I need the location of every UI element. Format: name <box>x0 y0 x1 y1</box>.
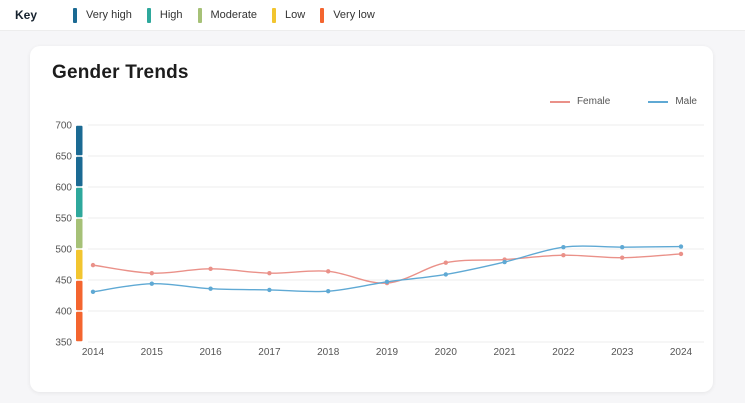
key-item-moderate: Moderate <box>197 7 257 23</box>
data-point-male <box>267 287 272 293</box>
key-item-very-high: Very high <box>73 7 132 23</box>
data-point-female <box>561 253 566 258</box>
x-axis-label: 2014 <box>82 347 105 358</box>
data-point-male <box>208 286 213 291</box>
data-point-female <box>90 262 96 268</box>
key-item-label: Low <box>285 9 306 21</box>
legend-item-label: Male <box>675 96 697 107</box>
key-swatch-icon <box>73 7 78 23</box>
series-legend: Female Male <box>549 96 697 107</box>
data-point-male <box>502 259 507 265</box>
y-axis-label: 350 <box>55 338 72 349</box>
y-axis-label: 550 <box>55 214 72 225</box>
key-item-high: High <box>146 7 183 23</box>
legend-item-male[interactable]: Male <box>648 96 697 107</box>
data-point-female <box>149 270 154 276</box>
x-axis-label: 2017 <box>258 347 281 358</box>
gender-trends-chart: 350 400 450 500 550 600 650 700 2014 2015 2016 2017… <box>55 121 704 358</box>
band-segment-high <box>76 187 83 218</box>
band-segment-very-low <box>76 280 83 311</box>
data-point-male <box>443 272 448 277</box>
legend-swatch-icon <box>648 100 669 103</box>
key-swatch-icon <box>197 7 202 23</box>
data-point-male <box>384 279 390 285</box>
x-axis-label: 2021 <box>493 347 516 358</box>
key-item-low: Low <box>272 7 306 23</box>
key-bar: Key Very high High Moderate Low Very low <box>0 0 745 31</box>
x-axis-label: 2023 <box>611 347 634 358</box>
key-item-label: Very high <box>86 9 132 21</box>
data-point-male <box>90 289 96 294</box>
data-point-female <box>620 255 625 260</box>
data-point-male <box>561 244 566 250</box>
x-axis-label: 2015 <box>141 347 164 358</box>
key-items: Very high High Moderate Low Very low <box>73 7 375 23</box>
x-axis-label: 2022 <box>552 347 575 358</box>
key-item-label: Very low <box>333 9 375 21</box>
series-line-female <box>92 253 682 284</box>
y-axis-label: 400 <box>55 307 72 318</box>
y-axis-label: 650 <box>55 152 72 163</box>
y-axis-label: 500 <box>55 245 72 256</box>
x-axis-label: 2019 <box>376 347 399 358</box>
y-axis-label: 600 <box>55 183 72 194</box>
chart-title: Gender Trends <box>52 62 189 83</box>
data-point-female <box>678 251 684 257</box>
x-axis-label: 2024 <box>670 347 693 358</box>
band-segment-moderate <box>76 218 83 249</box>
band-segment-very-high <box>76 125 83 156</box>
x-axis-label: 2018 <box>317 347 340 358</box>
key-swatch-icon <box>146 7 151 23</box>
data-point-male <box>678 244 684 249</box>
key-item-label: High <box>159 9 183 21</box>
band-segment-very-high <box>76 156 83 187</box>
data-point-female <box>267 270 272 276</box>
band-segment-low <box>76 249 83 280</box>
key-swatch-icon <box>320 7 325 23</box>
key-item-very-low: Very low <box>320 7 375 23</box>
data-point-male <box>149 281 154 286</box>
x-axis-label: 2016 <box>199 347 222 358</box>
data-point-female <box>443 260 448 265</box>
y-axis-label: 700 <box>55 121 72 132</box>
chart-card: Gender Trends Female Male 350 400 450 500 550… <box>30 46 713 392</box>
legend-item-label: Female <box>576 96 611 107</box>
key-swatch-icon <box>272 7 276 23</box>
legend-swatch-icon <box>549 100 570 103</box>
data-point-male <box>326 288 331 294</box>
data-point-male <box>620 244 625 250</box>
y-axis-label: 450 <box>55 276 72 287</box>
band-segment-very-low <box>76 311 83 342</box>
key-label: Key <box>15 8 38 22</box>
key-item-label: Moderate <box>210 9 257 21</box>
legend-item-female[interactable]: Female <box>549 96 611 107</box>
x-axis-label: 2020 <box>435 347 458 358</box>
data-point-female <box>208 266 213 272</box>
data-point-female <box>326 269 331 274</box>
